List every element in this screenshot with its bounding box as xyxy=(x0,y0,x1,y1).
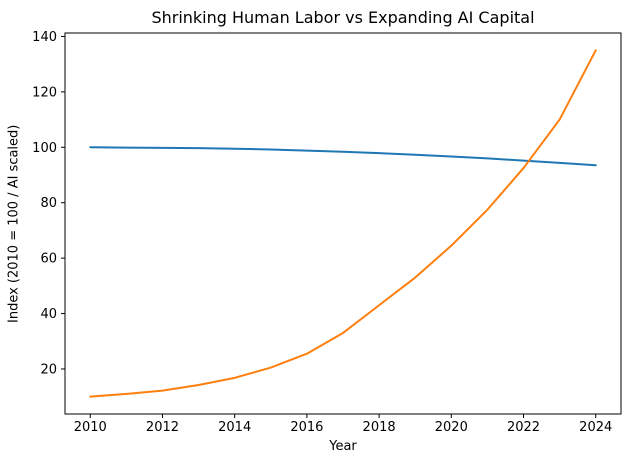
y-tick-label: 20 xyxy=(40,362,57,377)
x-tick-label: 2012 xyxy=(146,420,179,435)
y-tick-label: 120 xyxy=(32,85,57,100)
x-tick-label: 2022 xyxy=(507,420,540,435)
axes-spines xyxy=(64,32,622,415)
y-tick-label: 140 xyxy=(32,30,57,45)
y-tick-label: 60 xyxy=(40,252,57,267)
y-tick-label: 80 xyxy=(40,196,57,211)
y-tick-label: 100 xyxy=(32,141,57,156)
x-axis-label: Year xyxy=(329,439,357,454)
series-line-ai-capital-index xyxy=(89,49,597,398)
x-tick-label: 2018 xyxy=(363,420,396,435)
chart-title: Shrinking Human Labor vs Expanding AI Ca… xyxy=(151,8,535,27)
x-tick-label: 2014 xyxy=(218,420,251,435)
x-tick-label: 2010 xyxy=(74,420,107,435)
x-tick-label: 2016 xyxy=(290,420,323,435)
series-line-human-labor-index xyxy=(89,146,597,167)
x-tick-label: 2024 xyxy=(579,420,612,435)
x-tick-label: 2020 xyxy=(435,420,468,435)
y-tick-label: 40 xyxy=(40,307,57,322)
